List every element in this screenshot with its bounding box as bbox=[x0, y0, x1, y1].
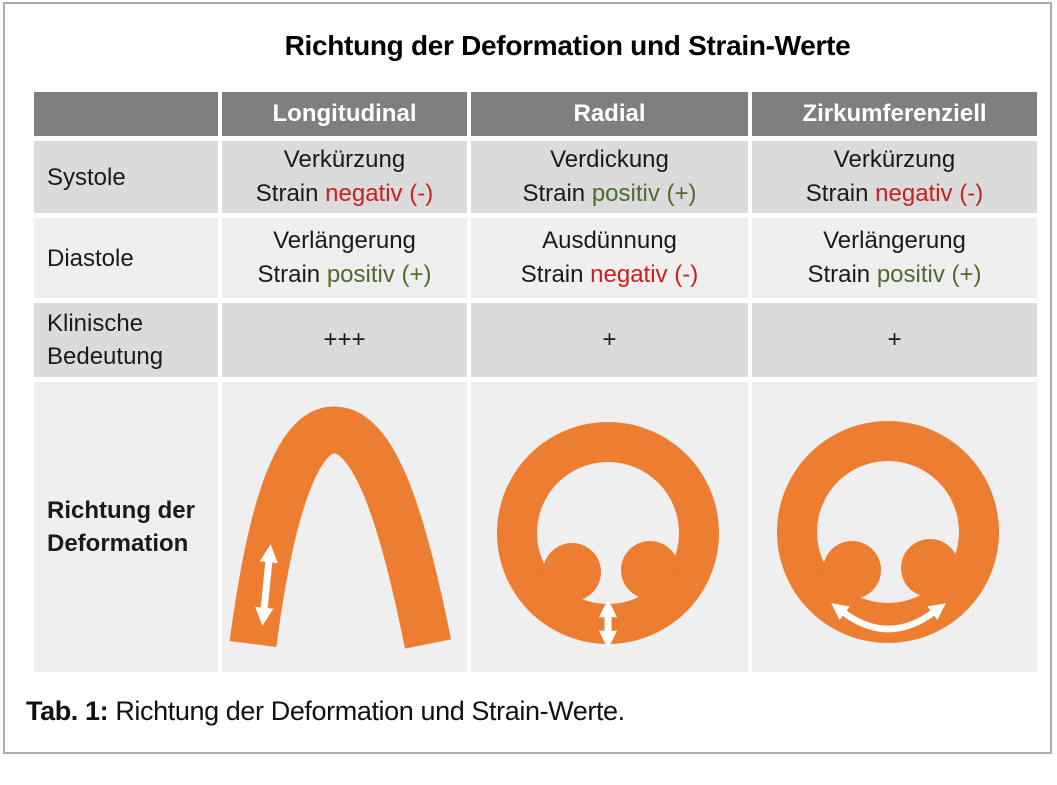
figure-longitudinal bbox=[222, 382, 467, 672]
motion-text: Verkürzung bbox=[833, 146, 956, 173]
strain-text: Strain positiv (+) bbox=[257, 261, 432, 288]
row-label-richtung-der-deformation: Richtung der Deformation bbox=[34, 382, 218, 672]
short-axis-ring-circumferential-icon bbox=[777, 421, 999, 643]
figure-zirkumferenziell bbox=[752, 382, 1037, 672]
row-label-systole: Systole bbox=[34, 141, 218, 213]
motion-text: Verlängerung bbox=[823, 227, 966, 254]
cell-diastole-zirkumferenziell: Verlängerung Strain positiv (+) bbox=[752, 218, 1037, 298]
cell-klinische-zirkumferenziell: + bbox=[752, 303, 1037, 377]
caption-text: Richtung der Deformation und Strain-Wert… bbox=[115, 696, 625, 726]
cell-systole-longitudinal: Verkürzung Strain negativ (-) bbox=[222, 141, 467, 213]
strain-text: Strain negativ (-) bbox=[520, 261, 699, 288]
header-cell-longitudinal: Longitudinal bbox=[222, 92, 467, 136]
header-cell-empty bbox=[34, 92, 218, 136]
cell-diastole-longitudinal: Verlängerung Strain positiv (+) bbox=[222, 218, 467, 298]
motion-text: Verkürzung bbox=[283, 146, 406, 173]
caption-number: Tab. 1: bbox=[26, 696, 109, 726]
short-axis-ring-radial-icon bbox=[497, 422, 719, 649]
motion-text: Ausdünnung bbox=[542, 227, 677, 254]
row-label-diastole: Diastole bbox=[34, 218, 218, 298]
strain-text: Strain positiv (+) bbox=[807, 261, 982, 288]
strain-text: Strain negativ (-) bbox=[255, 180, 434, 207]
table-caption: Tab. 1: Richtung der Deformation und Str… bbox=[26, 696, 625, 727]
header-cell-radial: Radial bbox=[471, 92, 748, 136]
header-cell-zirkumferenziell: Zirkumferenziell bbox=[752, 92, 1037, 136]
cell-klinische-longitudinal: +++ bbox=[222, 303, 467, 377]
cell-systole-radial: Verdickung Strain positiv (+) bbox=[471, 141, 748, 213]
strain-table: Longitudinal Radial Zirkumferenziell Sys… bbox=[34, 92, 1037, 672]
strain-text: Strain negativ (-) bbox=[805, 180, 984, 207]
strain-text: Strain positiv (+) bbox=[522, 180, 697, 207]
table-title: Richtung der Deformation und Strain-Wert… bbox=[284, 30, 851, 61]
figure-radial bbox=[471, 382, 748, 672]
motion-text: Verdickung bbox=[550, 146, 669, 173]
cell-diastole-radial: Ausdünnung Strain negativ (-) bbox=[471, 218, 748, 298]
cell-systole-zirkumferenziell: Verkürzung Strain negativ (-) bbox=[752, 141, 1037, 213]
row-label-klinische-bedeutung: Klinische Bedeutung bbox=[34, 303, 218, 377]
motion-text: Verlängerung bbox=[273, 227, 416, 254]
table-card: Richtung der Deformation und Strain-Wert… bbox=[3, 2, 1052, 754]
cell-klinische-radial: + bbox=[471, 303, 748, 377]
myocardial-arch-icon bbox=[229, 406, 452, 649]
